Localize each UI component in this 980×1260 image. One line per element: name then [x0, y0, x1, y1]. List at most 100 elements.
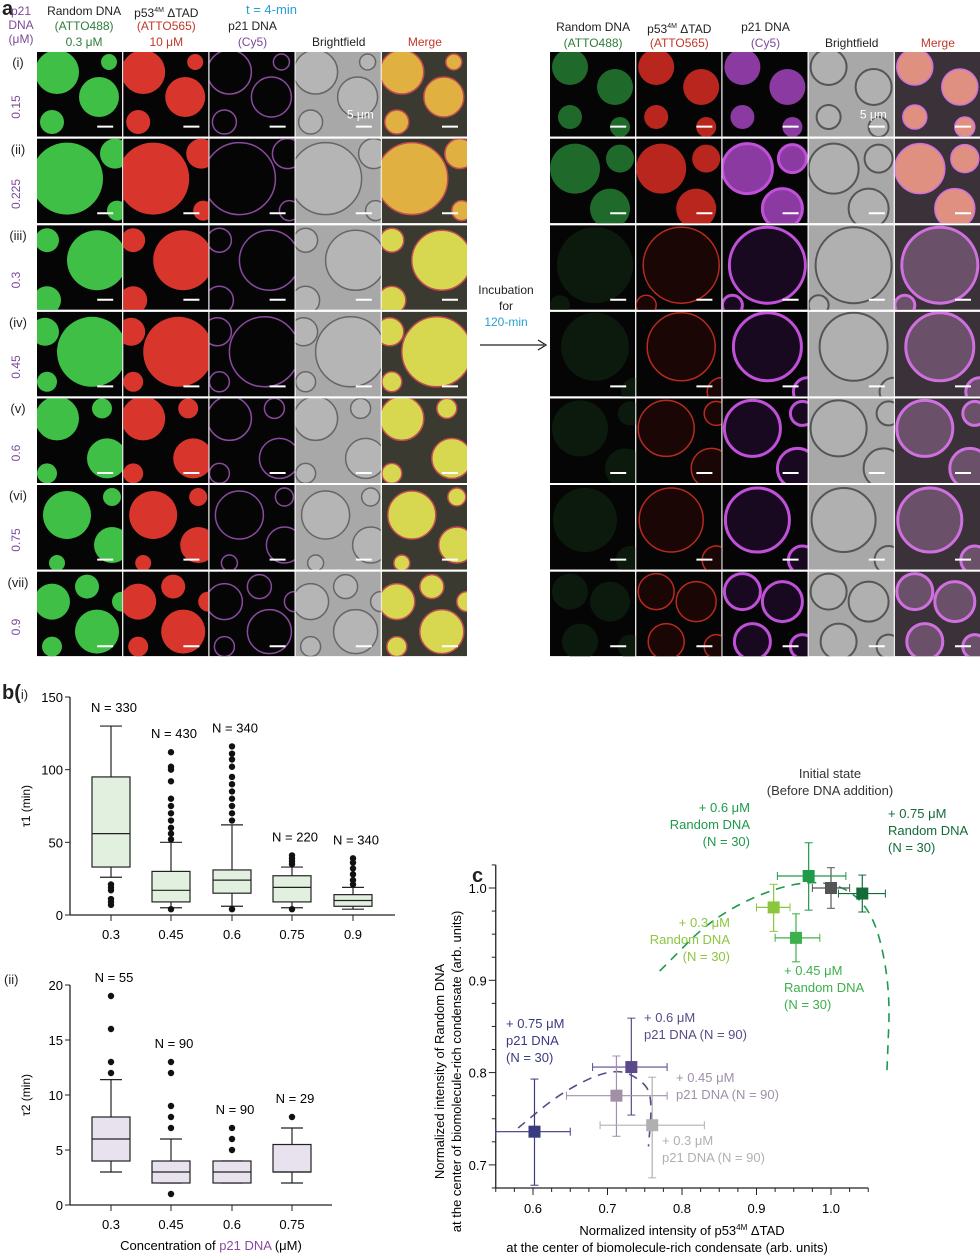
- outlier-point: [167, 1058, 175, 1066]
- micro-cell-L-red: [123, 138, 209, 224]
- droplet: [637, 572, 675, 611]
- micro-cell-R-merge: [894, 225, 980, 310]
- point-label: p21 DNA: [506, 1033, 559, 1048]
- panel-b-i-label: b(i): [2, 682, 29, 704]
- cell-content: [894, 52, 980, 137]
- droplet: [393, 554, 411, 570]
- droplet: [295, 285, 321, 310]
- cell-content: [123, 225, 209, 310]
- droplet: [775, 446, 808, 483]
- micro-cell-L-green: [37, 138, 123, 224]
- micro-cell-L-green: [37, 311, 123, 397]
- cell-content: [636, 138, 722, 224]
- micro-cell-L-brightfield: [295, 311, 381, 397]
- micro-cell-L-cy5: [209, 225, 295, 310]
- droplet: [444, 138, 467, 170]
- micro-cell-R-green: [550, 398, 636, 483]
- cell-content: [381, 485, 467, 570]
- droplet: [590, 188, 630, 224]
- droplet: [605, 448, 636, 483]
- x-tick-label: 0.9: [747, 1201, 765, 1216]
- droplet: [597, 69, 633, 105]
- cell-content: [381, 52, 467, 137]
- droplet: [295, 582, 330, 621]
- outlier-point: [167, 778, 175, 785]
- droplet: [900, 225, 980, 305]
- cell-content: [123, 571, 209, 657]
- droplet: [847, 187, 890, 224]
- micro-cell-R-brightfield: [808, 138, 894, 224]
- droplet: [381, 317, 405, 347]
- droplet: [447, 487, 467, 507]
- point-label: + 0.45 μM: [784, 963, 842, 978]
- outlier-point: [107, 895, 115, 903]
- micro-cell-L-red: [123, 571, 209, 657]
- outlier-point: [167, 1190, 175, 1198]
- droplet: [401, 316, 467, 388]
- micro-cell-L-merge: [381, 138, 467, 224]
- droplet: [809, 52, 848, 86]
- droplet: [381, 52, 425, 95]
- droplet: [37, 371, 57, 392]
- droplet: [381, 582, 416, 621]
- outlier-point: [167, 1069, 175, 1077]
- droplet: [209, 371, 231, 393]
- row-id: (iii): [9, 228, 27, 244]
- cell-content: [550, 398, 636, 483]
- micro-cell-L-merge: [381, 311, 467, 397]
- cell-content: [722, 52, 808, 137]
- y-axis-label: τ1 (min): [19, 785, 33, 827]
- droplet: [123, 52, 166, 94]
- cell-content: [722, 225, 808, 310]
- micro-cell-L-brightfield: [295, 398, 381, 483]
- droplet: [810, 487, 877, 553]
- cell-content: [37, 398, 123, 483]
- droplet: [950, 143, 980, 174]
- cell-content: [722, 138, 808, 224]
- droplet: [948, 446, 980, 483]
- cell-content: [209, 138, 295, 224]
- droplet: [295, 52, 339, 95]
- micro-cell-R-red: [636, 485, 722, 570]
- outlier-point: [167, 905, 175, 913]
- droplet: [246, 573, 273, 600]
- droplet: [438, 526, 467, 564]
- x-tick-label: 0.9: [344, 927, 362, 942]
- droplet: [642, 226, 720, 304]
- x-tick-label: 0.3: [102, 1217, 120, 1232]
- row-header-line: p21: [10, 4, 32, 18]
- point-label: (N = 30): [888, 840, 935, 855]
- micro-cell-R-green: [550, 571, 636, 657]
- micro-cell-R-merge: [894, 485, 980, 570]
- cell-content: [37, 52, 123, 137]
- x-tick-label: 0.75: [279, 927, 304, 942]
- micro-cell-R-cy5: [722, 571, 808, 657]
- micro-cell-R-merge: [894, 398, 980, 483]
- droplet: [875, 400, 894, 427]
- droplet: [818, 311, 889, 382]
- droplet: [57, 316, 123, 387]
- y-tick-label: 0.7: [469, 1158, 487, 1173]
- droplet: [123, 317, 146, 346]
- micro-cell-R-brightfield: 5 μm: [808, 52, 894, 137]
- droplet: [847, 580, 890, 623]
- point-label: + 0.6 μM: [644, 1010, 695, 1025]
- x-tick-label: 1.0: [822, 1201, 840, 1216]
- droplet: [75, 574, 99, 599]
- outlier-point: [228, 1146, 236, 1154]
- outlier-point: [228, 773, 236, 781]
- point-label: p21 DNA (N = 90): [644, 1027, 747, 1042]
- droplet: [722, 142, 774, 196]
- outlier-point: [228, 795, 236, 802]
- droplet: [854, 68, 893, 106]
- box: [91, 776, 131, 868]
- droplet: [295, 371, 317, 393]
- droplet: [722, 572, 762, 612]
- droplet: [647, 622, 685, 657]
- droplet: [896, 52, 934, 86]
- cell-content: [209, 225, 295, 310]
- y-axis-label-line1: Normalized intensity of Random DNA: [432, 963, 447, 1179]
- right-column-header-line2: (ATTO488): [563, 36, 623, 50]
- droplet: [431, 437, 467, 480]
